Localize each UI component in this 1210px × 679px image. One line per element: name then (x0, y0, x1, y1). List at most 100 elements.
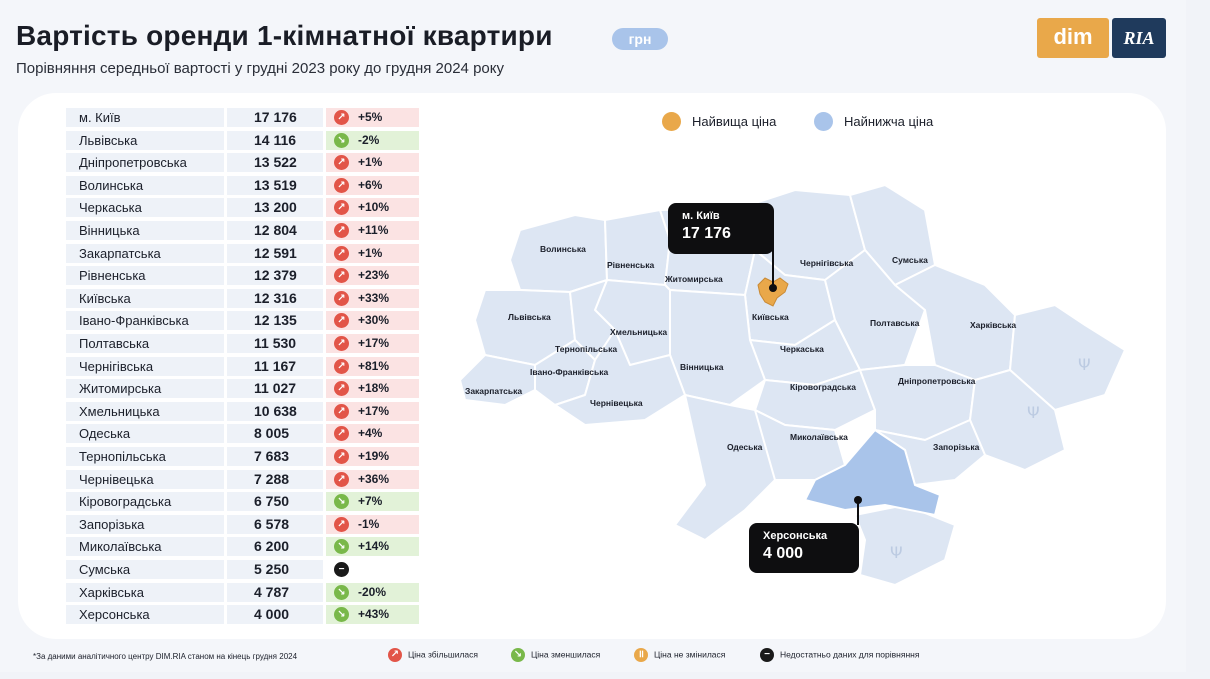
legend-high-label: Найвища ціна (692, 114, 777, 129)
price-value: 6 750 (227, 492, 323, 512)
arrow-up-icon: ↗ (388, 648, 402, 662)
arrow-down-icon: ↘ (511, 648, 525, 662)
region-name: Хмельницька (66, 401, 224, 421)
ria-logo: RIA (1112, 18, 1166, 58)
region-name: Рівненська (66, 266, 224, 286)
table-row: Львівська 14 116 -2% ↘ (66, 130, 426, 150)
arrow-down-icon: ↘ (334, 607, 349, 623)
price-value: 13 200 (227, 198, 323, 218)
arrow-down-icon: ↘ (334, 132, 349, 148)
region-name: Запорізька (66, 514, 224, 534)
arrow-up-icon: ↗ (334, 200, 349, 216)
change-value: +17% (326, 401, 419, 421)
region-chernivtsi (554, 329, 686, 426)
price-value: 10 638 (227, 401, 323, 421)
table-row: Полтавська 11 530 +17% ↗ (66, 334, 426, 353)
legend-down: ↘ Ціна зменшилася (511, 648, 600, 662)
dim-logo: dim (1037, 18, 1109, 58)
arrow-up-icon: ↗ (334, 177, 349, 193)
map-region-label: Житомирська (664, 274, 723, 284)
region-zakarpattia (459, 354, 536, 406)
region-name: Івано-Франківська (66, 311, 224, 331)
legend-down-label: Ціна зменшилася (531, 649, 601, 660)
map-region-label: Харківська (970, 320, 1016, 330)
map-region-label: Черкаська (780, 344, 824, 354)
region-name: Чернівецька (66, 469, 224, 489)
region-name: Черкаська (66, 198, 224, 218)
arrow-up-icon: ↗ (334, 336, 349, 351)
region-name: Львівська (66, 130, 224, 150)
trident-icon: Ψ (1078, 355, 1091, 374)
table-row: Одеська 8 005 +4% ↗ (66, 424, 426, 444)
legend-same: ॥ Ціна не змінилася (634, 648, 725, 662)
table-row: Харківська 4 787 -20% ↘ (66, 582, 426, 602)
region-kherson (803, 428, 942, 517)
region-name: Одеська (66, 424, 224, 444)
map-region-label: Миколаївська (790, 432, 848, 442)
trident-icon: Ψ (1027, 403, 1040, 422)
change-value: +23% (326, 266, 419, 286)
ukraine-map: Волинська Рівненська Житомирська Чернігівсь… (459, 184, 1126, 586)
arrow-down-icon: ↘ (334, 539, 349, 555)
arrow-up-icon: ↗ (334, 381, 349, 397)
map-region-label: Чернівецька (590, 398, 643, 408)
price-value: 12 591 (227, 243, 323, 263)
table-row: Чернігівська 11 167 +81% ↗ (66, 356, 426, 376)
arrow-up-icon: ↗ (334, 358, 349, 374)
price-value: 12 379 (227, 266, 323, 286)
map-region-label: Волинська (540, 244, 586, 254)
arrow-up-icon: ↗ (334, 449, 349, 464)
region-name: Вінницька (66, 221, 224, 240)
map-region-label: Дніпропетровська (898, 376, 976, 386)
change-value: +11% (326, 221, 419, 240)
table-row: Миколаївська 6 200 +14% ↘ (66, 537, 426, 557)
map-legend: Найвища ціна Найнижча ціна (662, 112, 962, 132)
arrow-up-icon: ↗ (334, 313, 349, 329)
legend-low-label: Найнижча ціна (844, 114, 934, 129)
arrow-up-icon: ↗ (334, 403, 349, 419)
legend-low-swatch (814, 112, 833, 131)
table-row: Дніпропетровська 13 522 +1% ↗ (66, 153, 426, 173)
price-value: 7 683 (227, 447, 323, 466)
change-value: +36% (326, 469, 419, 489)
region-name: Сумська (66, 560, 224, 579)
arrow-up-icon: ↗ (334, 155, 349, 171)
unit-badge: грн (612, 28, 668, 50)
minus-icon: − (334, 562, 349, 577)
map-region-label: Хмельницька (610, 327, 667, 337)
region-crimea (854, 504, 956, 586)
callout-highest: м. Київ 17 176 (668, 203, 774, 254)
legend-same-label: Ціна не змінилася (654, 649, 726, 660)
price-value: 7 288 (227, 469, 323, 489)
legend-up-label: Ціна збільшилася (408, 649, 479, 660)
change-value: +30% (326, 311, 419, 331)
map-region-label: Полтавська (870, 318, 920, 328)
map-region-label: Одеська (727, 442, 763, 452)
change-value: -20% (326, 582, 419, 602)
price-value: 12 316 (227, 288, 323, 308)
change-value: +19% (326, 447, 419, 466)
map-region-label: Вінницька (680, 362, 724, 372)
callout-lowest: Херсонська 4 000 (749, 523, 859, 573)
legend-nodata-label: Недостатньо даних для порівняння (780, 649, 920, 660)
callout-highest-name: м. Київ (682, 210, 720, 222)
region-name: Чернігівська (66, 356, 224, 376)
map-region-label: Львівська (508, 312, 551, 322)
page-subtitle: Порівняння середньої вартості у грудні 2… (16, 60, 504, 77)
price-value: 5 250 (227, 560, 323, 579)
region-name: Житомирська (66, 379, 224, 399)
table-row: Сумська 5 250− (66, 560, 426, 579)
arrow-up-icon: ↗ (334, 471, 349, 487)
price-value: 6 578 (227, 514, 323, 534)
price-value: 8 005 (227, 424, 323, 444)
map-region-label: Івано-Франківська (530, 367, 609, 377)
map-region-label: Київська (752, 312, 789, 322)
price-value: 11 027 (227, 379, 323, 399)
region-name: Київська (66, 288, 224, 308)
arrow-up-icon: ↗ (334, 290, 349, 306)
table-row: Волинська 13 519 +6% ↗ (66, 175, 426, 195)
kherson-point (854, 496, 862, 504)
region-name: Харківська (66, 582, 224, 602)
minus-icon: − (760, 648, 774, 662)
region-rivne (604, 209, 671, 286)
